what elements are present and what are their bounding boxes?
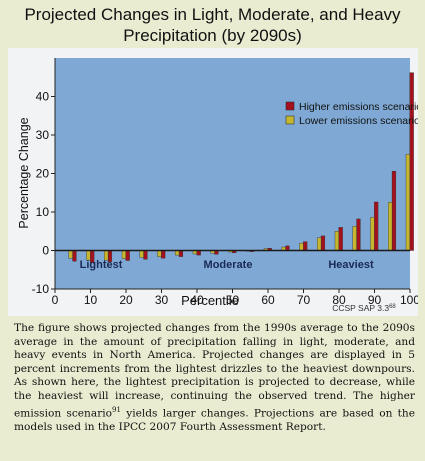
x-tick-label: 10 <box>84 293 98 307</box>
title-line-1: Projected Changes in Light, Moderate, an… <box>24 5 401 24</box>
x-tick-label: 40 <box>190 293 204 307</box>
bar-higher-emissions <box>374 201 379 251</box>
chart-panel: -10 0 10 20 30 40 0 10 20 30 40 50 60 70 80 90 100 Perce… <box>8 48 425 316</box>
legend-swatch-lower <box>285 115 295 125</box>
y-tick-label: 20 <box>36 167 50 181</box>
bar-lower-emissions <box>121 250 126 259</box>
annotation-lightest: Lightest <box>80 259 123 271</box>
caption-text-2: yields larger changes. Projections are b… <box>14 407 415 433</box>
bar-higher-emissions <box>143 250 148 260</box>
y-tick-label: 40 <box>36 90 50 104</box>
y-tick-label: 10 <box>36 205 50 219</box>
bar-lower-emissions <box>405 154 410 251</box>
legend-swatch-higher <box>285 101 295 111</box>
x-tick-label: 90 <box>368 293 382 307</box>
y-tick-label: 30 <box>36 128 50 142</box>
x-tick-label: 60 <box>261 293 275 307</box>
y-tick-label: 0 <box>42 244 49 258</box>
y-axis-label: Percentage Change <box>17 117 31 228</box>
caption-text-1: The figure shows projected changes from … <box>14 322 415 420</box>
bar-higher-emissions <box>125 250 130 261</box>
bar-higher-emissions <box>356 218 361 251</box>
x-tick-label: 20 <box>119 293 133 307</box>
bar-lower-emissions <box>68 250 73 259</box>
annotation-heaviest: Heaviest <box>328 259 374 271</box>
x-tick-label: 30 <box>155 293 169 307</box>
legend-label-lower: Lower emissions scenario91 <box>299 115 418 127</box>
source-credit: CCSP SAP 3.368 <box>332 303 396 313</box>
bar-higher-emissions <box>409 72 414 251</box>
bar-higher-emissions <box>391 170 397 251</box>
x-tick-label: 50 <box>226 293 240 307</box>
x-tick-label: 100 <box>400 293 418 307</box>
annotation-moderate: Moderate <box>204 259 253 271</box>
bar-higher-emissions <box>320 235 326 251</box>
x-axis-label: Percentile <box>181 293 239 308</box>
bar-higher-emissions <box>303 241 308 251</box>
bar-higher-emissions <box>338 227 343 251</box>
bar-lower-emissions <box>157 250 162 257</box>
legend-label-higher: Higher emissions scenario91 <box>299 101 418 113</box>
x-tick-label: 80 <box>332 293 346 307</box>
x-tick-label: 0 <box>52 293 59 307</box>
x-tick-label: 70 <box>297 293 311 307</box>
bar-lower-emissions <box>352 226 357 251</box>
figure-caption: The figure shows projected changes from … <box>14 322 415 434</box>
chart-title: Projected Changes in Light, Moderate, an… <box>0 4 425 46</box>
caption-superscript: 91 <box>112 405 121 414</box>
legend: Higher emissions scenario91 Lower emissi… <box>285 101 425 127</box>
bar-lower-emissions <box>139 250 144 258</box>
bar-lower-emissions <box>299 242 304 251</box>
bar-lower-emissions <box>388 202 393 251</box>
y-tick-label: -10 <box>32 282 50 296</box>
bar-lower-emissions <box>317 237 322 251</box>
title-line-2: Precipitation (by 2090s) <box>123 26 302 45</box>
bar-higher-emissions <box>178 250 184 257</box>
bar-lower-emissions <box>370 217 375 251</box>
bar-higher-emissions <box>72 250 77 262</box>
bar-lower-emissions <box>334 231 339 251</box>
bar-higher-emissions <box>161 250 166 259</box>
